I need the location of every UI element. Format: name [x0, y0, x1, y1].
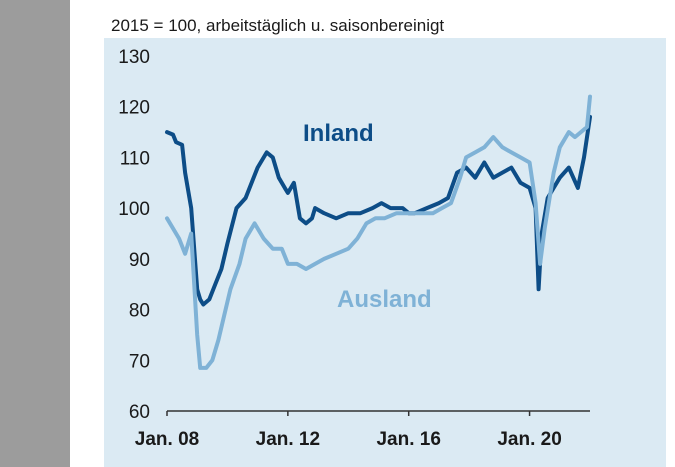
y-axis-ticks: 60 70 80 90 100 110 120 130 — [118, 47, 150, 423]
y-tick-label-60: 60 — [129, 402, 150, 423]
y-tick-label-100: 100 — [118, 199, 150, 220]
y-tick-label-70: 70 — [129, 351, 150, 372]
x-tick-label-2012: Jan. 12 — [256, 429, 320, 450]
series-line-ausland — [165, 94, 592, 370]
x-axis: Jan. 08 Jan. 12 Jan. 16 Jan. 20 — [135, 410, 590, 450]
y-tick-label-130: 130 — [118, 47, 150, 68]
series-label-inland: Inland — [303, 120, 374, 147]
series-line-inland — [165, 114, 592, 307]
left-gray-bar — [0, 0, 70, 467]
plot-background — [104, 38, 666, 467]
y-tick-label-90: 90 — [129, 250, 150, 271]
x-tick-label-2020: Jan. 20 — [497, 429, 561, 450]
x-tick-label-2016: Jan. 16 — [376, 429, 440, 450]
series-label-ausland: Ausland — [337, 286, 432, 313]
y-tick-label-80: 80 — [129, 301, 150, 322]
y-tick-label-120: 120 — [118, 98, 150, 119]
y-tick-label-110: 110 — [120, 148, 150, 169]
chart-subtitle: 2015 = 100, arbeitstäglich u. saisonbere… — [111, 16, 445, 35]
x-tick-label-2008: Jan. 08 — [135, 429, 199, 450]
series-lines — [165, 94, 592, 370]
